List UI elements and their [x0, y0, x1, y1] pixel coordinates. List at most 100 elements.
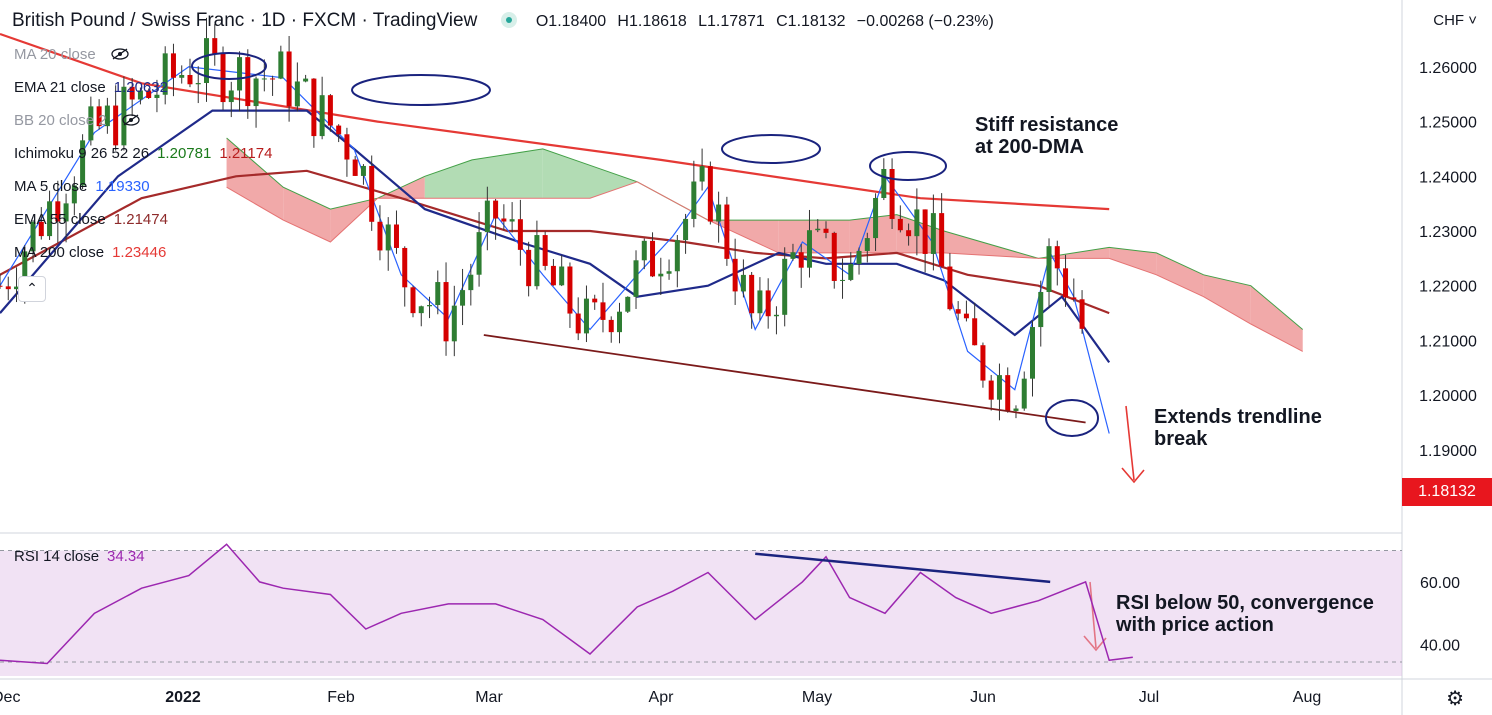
candle-body: [179, 74, 185, 78]
candle-body: [121, 86, 127, 146]
cloud-segment: [472, 148, 543, 199]
candle-body: [137, 90, 143, 100]
candle-body: [641, 240, 647, 261]
ohlc-high: H1.18618: [617, 13, 687, 30]
axes: 1.26000 1.25000 1.24000 1.23000 1.22000 1.210…: [0, 60, 1477, 706]
rsi-line: [0, 543, 1133, 665]
candle-body: [831, 232, 837, 281]
candle-body: [30, 221, 36, 252]
candle-body: [526, 249, 532, 287]
candle-body: [955, 309, 961, 314]
time-tick-label: Aug: [1293, 689, 1321, 706]
candle-body: [740, 274, 746, 292]
currency-selector[interactable]: CHF ˅: [1433, 12, 1477, 29]
candle-body: [385, 224, 391, 251]
market-status-icon: [500, 12, 517, 28]
candle-body: [906, 230, 912, 237]
price-tick-label: 1.25000: [1419, 115, 1477, 132]
candle-body: [1071, 297, 1077, 300]
candle-body: [104, 105, 110, 127]
candle-body: [567, 266, 573, 314]
indicator-legend-2[interactable]: BB 20 close 2: [14, 112, 141, 129]
candle-body: [881, 169, 887, 198]
collapse-legend-button[interactable]: ⌃: [18, 276, 46, 302]
indicator-legend-3[interactable]: Ichimoku 9 26 52 26 1.20781 1.21174: [14, 145, 273, 162]
candle-body: [146, 90, 152, 99]
rsi-band: [0, 550, 1402, 676]
symbol-title[interactable]: British Pound / Swiss Franc · 1D · FXCM …: [12, 10, 478, 31]
leading-span-b: [226, 181, 1303, 352]
highlight-ellipse: [191, 52, 267, 80]
candle-body: [55, 201, 61, 222]
hidden-eye-icon[interactable]: [110, 47, 130, 60]
settings-gear-icon[interactable]: ⚙: [1446, 688, 1464, 710]
ohlc-close: C1.18132: [776, 13, 846, 30]
ohlc-change: −0.00268 (−0.23%): [856, 13, 994, 30]
price-tick-label: 1.21000: [1419, 333, 1477, 350]
candle-body: [212, 38, 218, 54]
candle-body: [996, 375, 1002, 400]
indicator-legend-4[interactable]: MA 5 close 1.19330: [14, 178, 150, 195]
cloud-segment: [778, 220, 850, 253]
rsi-legend[interactable]: RSI 14 close 34.34: [14, 548, 145, 565]
candle-body: [542, 235, 548, 266]
candle-body: [327, 95, 333, 126]
time-tick-label: Feb: [327, 689, 355, 706]
candle-body: [204, 38, 209, 84]
candle-body: [187, 74, 193, 85]
time-tick-label: Jun: [970, 689, 996, 706]
candle-body: [14, 286, 20, 290]
cloud-segment: [590, 165, 638, 199]
indicator-legend-0[interactable]: MA 20 close: [14, 46, 130, 63]
rsi-down-arrow-head: [1083, 635, 1107, 652]
rsi-down-arrow: [1089, 581, 1097, 649]
candle-body: [840, 279, 846, 281]
candle-body: [47, 201, 53, 237]
candle-body: [377, 221, 383, 251]
candle-body: [608, 319, 614, 333]
hidden-eye-icon[interactable]: [121, 113, 141, 126]
candle-body: [427, 305, 433, 307]
candle-body: [873, 197, 879, 239]
candle-body: [666, 271, 672, 274]
candle-body: [1063, 268, 1069, 298]
candle-body: [245, 57, 251, 107]
candle-body: [980, 345, 986, 381]
price-tick-label: 1.22000: [1419, 279, 1477, 296]
cloud-segment: [226, 137, 284, 221]
cloud-segment: [1250, 285, 1303, 352]
candle-body: [848, 264, 854, 280]
price-tick-label: 1.19000: [1419, 443, 1477, 460]
candle-body: [113, 105, 119, 146]
annotation-drawings: [191, 52, 1145, 652]
candle-body: [435, 282, 441, 306]
indicator-legend-1[interactable]: EMA 21 close 1.20632: [14, 79, 168, 96]
candle-body: [484, 200, 490, 233]
candle-body: [360, 165, 366, 176]
candle-body: [922, 209, 928, 254]
candle-body: [699, 166, 705, 182]
indicator-legend-6[interactable]: MA 200 close 1.23446: [14, 244, 167, 261]
price-tick-label: 1.23000: [1419, 224, 1477, 241]
candle-body: [575, 313, 581, 334]
indicator-legend-5[interactable]: EMA 55 close 1.21474: [14, 211, 168, 228]
candle-body: [650, 240, 656, 277]
candle-body: [418, 306, 424, 314]
candle-body: [88, 106, 94, 141]
candle-body: [1005, 375, 1011, 411]
cloud-segment: [896, 214, 944, 253]
candle-body: [509, 219, 515, 222]
candle-body: [237, 57, 243, 91]
cloud-segment: [542, 148, 590, 199]
candle-body: [501, 218, 507, 222]
candle-body: [220, 53, 226, 103]
price-tick-label: 1.24000: [1419, 169, 1477, 186]
candle-body: [270, 78, 276, 80]
candle-body: [129, 86, 135, 100]
symbol-header[interactable]: British Pound / Swiss Franc · 1D · FXCM …: [12, 10, 994, 32]
candle-body: [930, 213, 936, 254]
rsi-tick-label: 60.00: [1420, 575, 1460, 592]
candle-body: [80, 140, 86, 186]
candle-body: [1013, 408, 1019, 411]
